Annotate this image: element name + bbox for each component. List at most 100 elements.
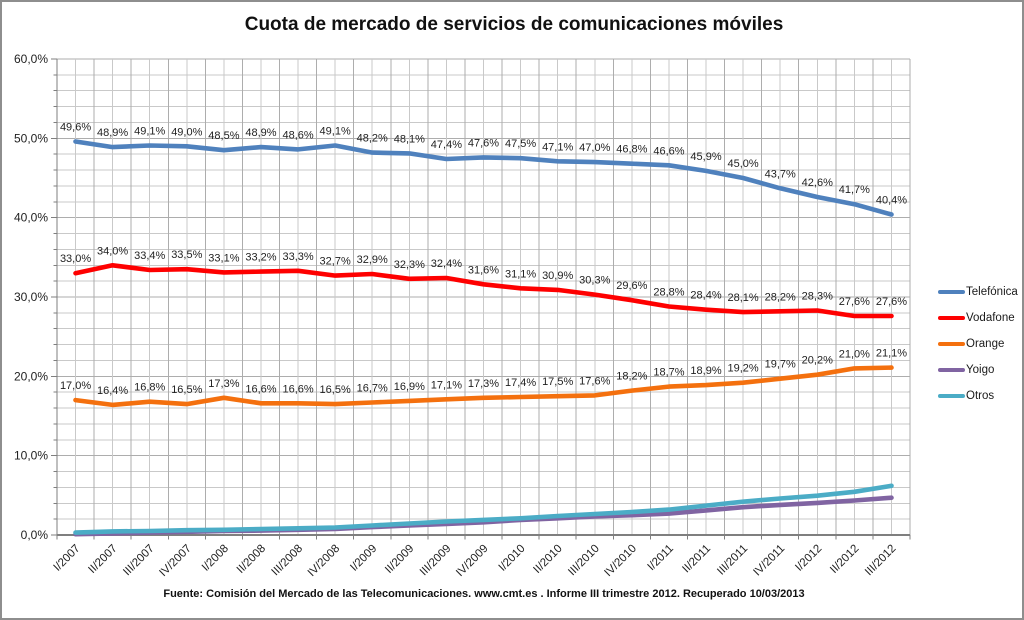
data-label: 18,7%	[653, 367, 684, 379]
data-label: 17,3%	[468, 378, 499, 390]
data-label: 30,9%	[542, 270, 573, 282]
data-label: 16,6%	[282, 383, 313, 395]
data-label: 32,3%	[394, 259, 425, 271]
series-line-otros	[73, 483, 894, 535]
series-line-vodafone	[73, 262, 894, 319]
data-label: 48,9%	[97, 127, 128, 139]
data-label: 16,5%	[320, 384, 351, 396]
data-label: 28,2%	[765, 291, 796, 303]
data-label: 19,7%	[765, 359, 796, 371]
legend-swatch-telefonica	[938, 289, 965, 295]
data-label: 17,5%	[542, 376, 573, 388]
data-label: 47,6%	[468, 137, 499, 149]
x-tick-label: II/2012	[828, 543, 861, 576]
data-label: 31,1%	[505, 268, 536, 280]
legend-label-yoigo: Yoigo	[966, 364, 995, 376]
y-tick-label: 40,0%	[14, 211, 48, 225]
x-tick-label: II/2010	[531, 543, 564, 576]
data-label: 16,9%	[394, 381, 425, 393]
x-tick-label: III/2010	[566, 543, 602, 579]
legend-swatch-yoigo	[938, 367, 965, 373]
data-label: 48,6%	[282, 129, 313, 141]
legend-swatch-orange	[938, 341, 965, 347]
y-axis-labels: 0,0% 10,0% 20,0% 30,0% 40,0% 50,0% 60,0%	[14, 52, 48, 542]
data-label: 16,6%	[245, 383, 276, 395]
chart-title: Cuota de mercado de servicios de comunic…	[244, 14, 784, 35]
x-tick-label: I/2010	[497, 543, 528, 574]
series-line-telefonica	[73, 139, 894, 217]
legend-label-telefonica: Telefónica	[966, 286, 1018, 298]
data-labels-telefonica: 49,6% 48,9% 49,1% 49,0% 48,5% 48,9% 48,6% 49,1%…	[60, 122, 907, 207]
data-label: 48,9%	[245, 127, 276, 139]
legend-item-telefonica: Telefónica	[938, 279, 1022, 305]
data-label: 49,6%	[60, 122, 91, 134]
data-label: 49,0%	[171, 126, 202, 138]
data-label: 21,1%	[876, 348, 907, 360]
x-tick-label: I/2009	[348, 543, 379, 574]
x-tick-label: I/2007	[52, 543, 83, 574]
legend-swatch-otros	[938, 393, 965, 399]
x-tick-label: II/2007	[86, 543, 119, 576]
x-tick-label: I/2011	[646, 543, 676, 573]
legend-label-orange: Orange	[966, 338, 1005, 350]
x-tick-label: III/2012	[863, 543, 899, 579]
x-tick-label: I/2008	[200, 543, 231, 574]
data-label: 17,4%	[505, 377, 536, 389]
data-label: 47,5%	[505, 138, 536, 150]
x-tick-label: IV/2009	[454, 543, 491, 580]
data-label: 28,4%	[690, 290, 721, 302]
legend-label-otros: Otros	[966, 390, 995, 402]
data-label: 29,6%	[616, 280, 647, 292]
axes	[51, 58, 911, 540]
data-label: 17,1%	[431, 379, 462, 391]
y-tick-label: 20,0%	[14, 369, 48, 383]
x-tick-label: IV/2011	[751, 543, 787, 579]
data-label: 46,8%	[616, 144, 647, 156]
gridlines	[56, 58, 911, 536]
data-label: 33,1%	[208, 252, 239, 264]
data-labels-orange: 17,0% 16,4% 16,8% 16,5% 17,3% 16,6% 16,6% 16,5%…	[60, 348, 907, 397]
y-tick-label: 30,0%	[14, 290, 48, 304]
data-label: 47,0%	[579, 142, 610, 154]
x-tick-label: I/2012	[793, 543, 824, 574]
data-label: 21,0%	[839, 348, 870, 360]
data-label: 32,7%	[320, 256, 351, 268]
data-label: 32,9%	[357, 254, 388, 266]
x-tick-label: II/2011	[680, 543, 713, 576]
data-label: 17,0%	[60, 380, 91, 392]
x-axis-labels: I/2007 II/2007 III/2007 IV/2007 I/2008 II/200…	[52, 543, 899, 580]
data-label: 16,5%	[171, 384, 202, 396]
data-label: 34,0%	[97, 245, 128, 257]
x-tick-label: III/2009	[418, 543, 454, 579]
data-label: 41,7%	[839, 184, 870, 196]
legend-item-vodafone: Vodafone	[938, 305, 1022, 331]
data-label: 18,2%	[616, 371, 647, 383]
x-tick-label: III/2007	[121, 543, 157, 579]
data-labels-vodafone: 33,0% 34,0% 33,4% 33,5% 33,1% 33,2% 33,3% 32,7%…	[60, 245, 907, 308]
data-label: 45,0%	[728, 158, 759, 170]
data-label: 33,4%	[134, 250, 165, 262]
data-label: 48,5%	[208, 130, 239, 142]
data-label: 40,4%	[876, 194, 907, 206]
x-tick-label: III/2008	[270, 543, 306, 579]
legend-item-orange: Orange	[938, 331, 1022, 357]
legend-label-vodafone: Vodafone	[966, 312, 1015, 324]
data-label: 27,6%	[876, 296, 907, 308]
y-tick-label: 0,0%	[21, 528, 49, 542]
x-tick-label: IV/2010	[602, 543, 639, 580]
data-label: 19,2%	[728, 363, 759, 375]
data-label: 33,5%	[171, 249, 202, 261]
data-label: 16,7%	[357, 383, 388, 395]
data-label: 33,3%	[282, 251, 313, 263]
data-label: 48,2%	[357, 133, 388, 145]
data-label: 43,7%	[765, 168, 796, 180]
legend-swatch-vodafone	[938, 315, 965, 321]
data-label: 17,3%	[208, 378, 239, 390]
x-tick-label: III/2011	[715, 543, 750, 578]
x-tick-label: II/2009	[383, 543, 416, 576]
x-tick-label: II/2008	[235, 543, 268, 576]
data-label: 31,6%	[468, 264, 499, 276]
data-label: 30,3%	[579, 275, 610, 287]
